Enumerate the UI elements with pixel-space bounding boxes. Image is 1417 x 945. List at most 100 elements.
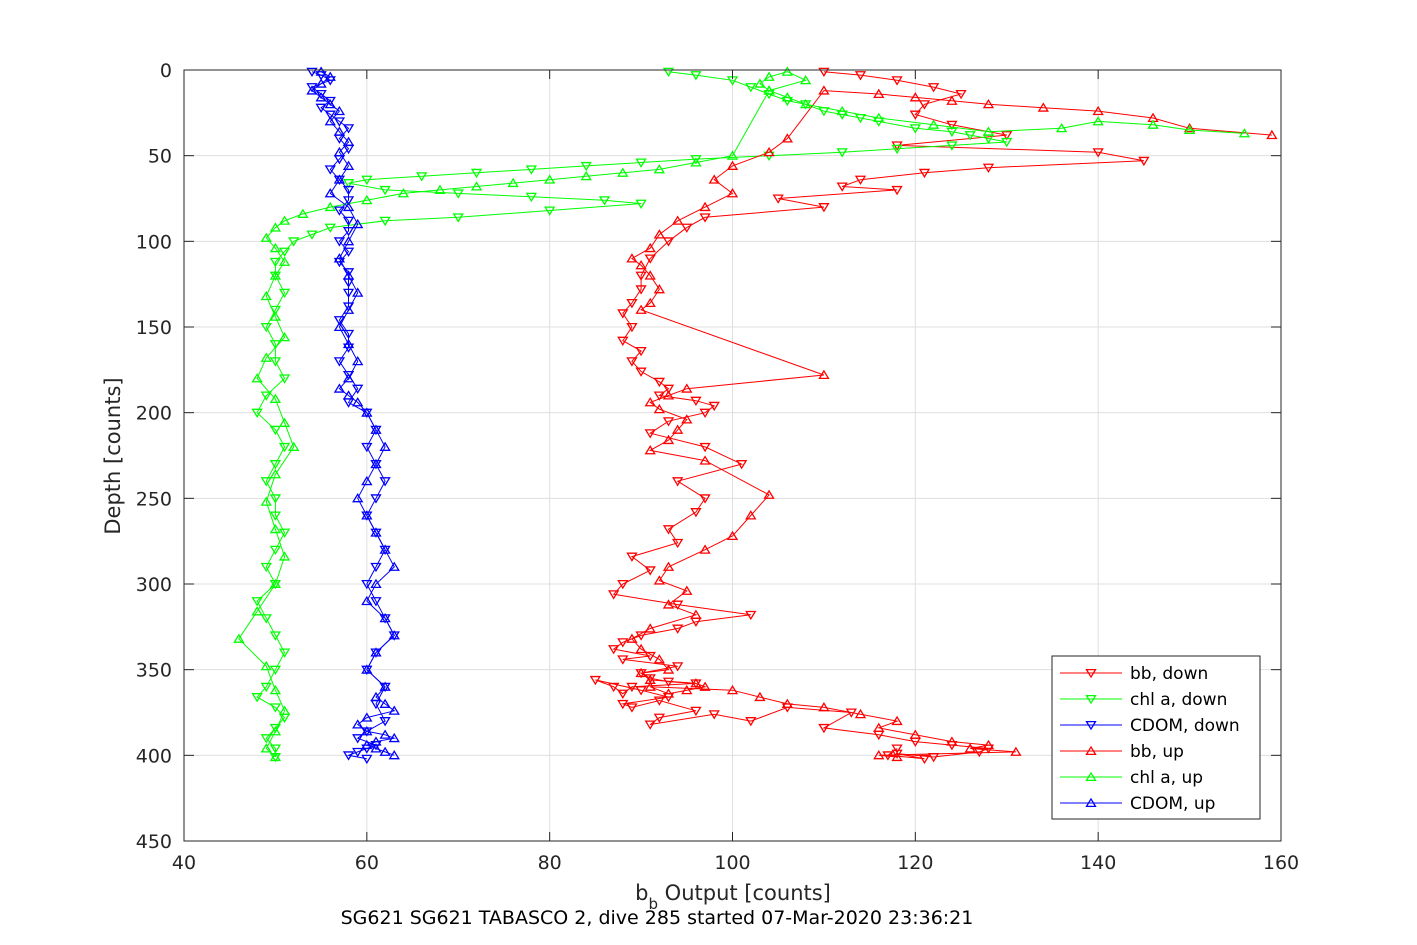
y-tick-label: 300 bbox=[136, 574, 172, 596]
data-point bbox=[352, 397, 364, 407]
data-point bbox=[324, 165, 336, 175]
data-point bbox=[909, 92, 921, 102]
data-point bbox=[653, 391, 666, 401]
data-point bbox=[891, 744, 903, 754]
legend-marker bbox=[1085, 797, 1097, 808]
data-point bbox=[278, 442, 291, 453]
data-point bbox=[818, 67, 830, 78]
data-point bbox=[342, 390, 355, 400]
data-point bbox=[379, 216, 391, 227]
data-point bbox=[278, 288, 291, 299]
data-point bbox=[644, 297, 656, 308]
data-point bbox=[333, 146, 346, 157]
data-point bbox=[946, 127, 958, 137]
data-point bbox=[342, 338, 355, 349]
data-point bbox=[918, 168, 931, 179]
data-point bbox=[324, 71, 336, 81]
data-point bbox=[278, 551, 291, 561]
data-point bbox=[288, 237, 300, 247]
data-point bbox=[745, 510, 757, 520]
data-point bbox=[644, 566, 656, 576]
data-point bbox=[269, 311, 282, 321]
data-point bbox=[781, 133, 794, 143]
data-point bbox=[544, 174, 556, 184]
legend-marker bbox=[1085, 771, 1097, 782]
data-point bbox=[342, 304, 355, 314]
data-point bbox=[735, 460, 748, 470]
data-point bbox=[388, 630, 400, 640]
data-point bbox=[708, 710, 720, 720]
data-point bbox=[909, 110, 921, 120]
data-point bbox=[278, 528, 291, 538]
x-axis-label-subscript: b bbox=[648, 895, 658, 913]
data-point bbox=[269, 751, 282, 762]
data-point bbox=[690, 706, 702, 717]
data-point bbox=[306, 83, 318, 93]
data-point bbox=[973, 747, 985, 758]
data-point bbox=[763, 85, 775, 95]
legend-marker bbox=[1085, 668, 1097, 679]
data-point bbox=[333, 316, 346, 326]
data-point bbox=[269, 703, 282, 713]
data-point bbox=[269, 545, 282, 556]
x-tick-label: 80 bbox=[538, 852, 562, 874]
data-point bbox=[635, 285, 647, 295]
data-point bbox=[662, 237, 675, 247]
data-point bbox=[324, 223, 336, 233]
data-point bbox=[269, 665, 282, 675]
y-tick-label: 450 bbox=[136, 831, 172, 853]
data-point bbox=[333, 174, 346, 184]
data-point bbox=[452, 213, 464, 223]
data-point bbox=[342, 160, 355, 170]
data-point bbox=[361, 475, 373, 486]
data-point bbox=[297, 208, 309, 218]
data-point bbox=[690, 508, 702, 518]
data-point bbox=[608, 682, 620, 693]
data-point bbox=[361, 510, 373, 520]
legend-label: CDOM, down bbox=[1130, 716, 1240, 736]
data-point bbox=[653, 575, 666, 585]
data-point bbox=[379, 746, 391, 756]
data-point bbox=[361, 407, 373, 417]
data-point bbox=[379, 544, 391, 554]
data-point bbox=[342, 216, 355, 227]
data-point bbox=[982, 126, 995, 136]
data-point bbox=[745, 717, 757, 727]
data-point bbox=[873, 722, 885, 732]
data-point bbox=[681, 684, 693, 695]
data-point bbox=[251, 597, 263, 607]
data-point bbox=[388, 705, 400, 715]
data-point bbox=[324, 98, 336, 109]
data-point bbox=[644, 270, 656, 280]
data-point bbox=[315, 89, 327, 100]
data-point bbox=[333, 321, 346, 332]
data-point bbox=[361, 595, 373, 606]
data-point bbox=[260, 743, 272, 753]
x-axis-label: bb Output [counts] bbox=[635, 881, 831, 913]
data-point bbox=[361, 726, 373, 736]
data-point bbox=[653, 713, 666, 723]
data-point bbox=[626, 633, 638, 643]
data-point bbox=[352, 355, 364, 366]
data-point bbox=[361, 664, 373, 674]
data-point bbox=[342, 179, 355, 189]
data-point bbox=[617, 638, 629, 648]
series-4 bbox=[233, 66, 1251, 762]
data-point bbox=[699, 681, 711, 691]
data-point bbox=[662, 390, 675, 400]
data-point bbox=[726, 188, 739, 198]
data-point bbox=[818, 702, 830, 712]
data-point bbox=[818, 203, 830, 213]
data-point bbox=[617, 336, 629, 347]
data-point bbox=[269, 631, 282, 641]
data-point bbox=[507, 177, 519, 188]
data-point bbox=[854, 708, 867, 719]
data-point bbox=[799, 98, 812, 109]
data-point bbox=[608, 590, 620, 600]
data-point bbox=[909, 729, 921, 739]
data-point bbox=[269, 578, 282, 589]
data-point bbox=[324, 188, 336, 198]
data-point bbox=[772, 194, 784, 204]
data-point bbox=[388, 561, 400, 571]
data-point bbox=[653, 164, 666, 174]
